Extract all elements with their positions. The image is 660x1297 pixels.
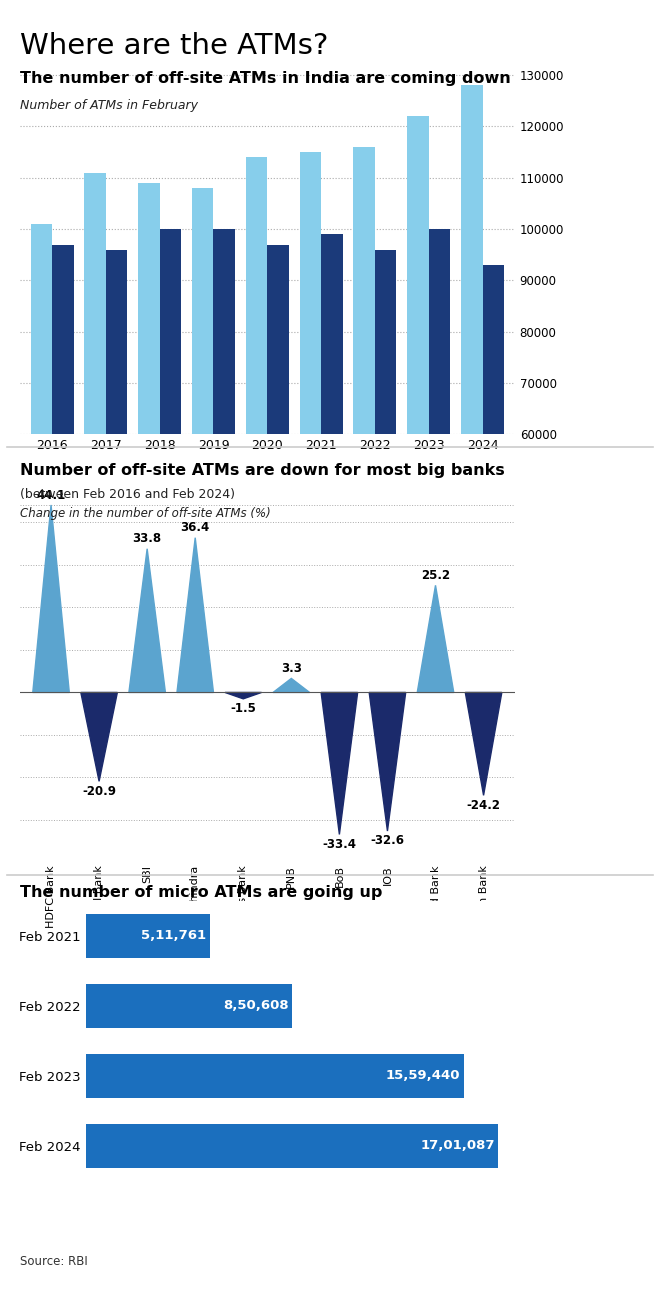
Polygon shape: [33, 505, 69, 693]
Polygon shape: [177, 538, 213, 693]
Text: Where are the ATMs?: Where are the ATMs?: [20, 32, 328, 61]
Bar: [267, 245, 289, 742]
Bar: [246, 157, 267, 742]
Text: -20.9: -20.9: [82, 785, 116, 798]
Bar: [86, 914, 210, 957]
Bar: [213, 230, 235, 742]
Text: The number of off-site ATMs in India are coming down: The number of off-site ATMs in India are…: [20, 71, 511, 87]
Text: 17,01,087: 17,01,087: [420, 1139, 495, 1153]
Text: 25.2: 25.2: [421, 569, 450, 582]
Bar: [30, 224, 52, 742]
Polygon shape: [81, 693, 117, 781]
Text: Number of ATMs in February: Number of ATMs in February: [20, 99, 198, 112]
Text: Change in the number of off-site ATMs (%): Change in the number of off-site ATMs (%…: [20, 507, 271, 520]
Bar: [461, 86, 482, 742]
Text: -32.6: -32.6: [370, 834, 405, 847]
Bar: [407, 117, 429, 742]
Bar: [52, 245, 74, 742]
Text: -33.4: -33.4: [322, 838, 356, 851]
Text: 8,50,608: 8,50,608: [223, 999, 288, 1013]
Bar: [482, 265, 504, 742]
Polygon shape: [417, 585, 454, 693]
Bar: [138, 183, 160, 742]
Bar: [86, 1124, 498, 1167]
Bar: [429, 230, 450, 742]
Text: The number of micro ATMs are going up: The number of micro ATMs are going up: [20, 885, 382, 900]
Text: -1.5: -1.5: [230, 702, 256, 715]
Bar: [86, 984, 292, 1027]
Text: 3.3: 3.3: [281, 661, 302, 674]
Polygon shape: [225, 693, 261, 699]
Polygon shape: [273, 678, 310, 693]
Legend: Onsite, Offsite: Onsite, Offsite: [156, 495, 310, 510]
Polygon shape: [321, 693, 358, 834]
Text: 33.8: 33.8: [133, 532, 162, 545]
Bar: [375, 250, 397, 742]
Polygon shape: [129, 549, 166, 693]
Text: 15,59,440: 15,59,440: [386, 1069, 461, 1083]
Polygon shape: [369, 693, 406, 831]
Bar: [192, 188, 213, 742]
Bar: [160, 230, 182, 742]
Text: 5,11,761: 5,11,761: [141, 929, 207, 943]
Bar: [321, 235, 343, 742]
Polygon shape: [465, 693, 502, 795]
Text: 44.1: 44.1: [36, 489, 65, 502]
Text: Source: RBI: Source: RBI: [20, 1255, 88, 1268]
Bar: [353, 147, 375, 742]
Bar: [84, 173, 106, 742]
Bar: [300, 152, 321, 742]
Text: -24.2: -24.2: [467, 799, 500, 812]
Text: 36.4: 36.4: [181, 521, 210, 534]
Text: (between Feb 2016 and Feb 2024): (between Feb 2016 and Feb 2024): [20, 488, 235, 501]
Bar: [106, 250, 127, 742]
Bar: [86, 1054, 464, 1097]
Text: Number of off-site ATMs are down for most big banks: Number of off-site ATMs are down for mos…: [20, 463, 504, 479]
